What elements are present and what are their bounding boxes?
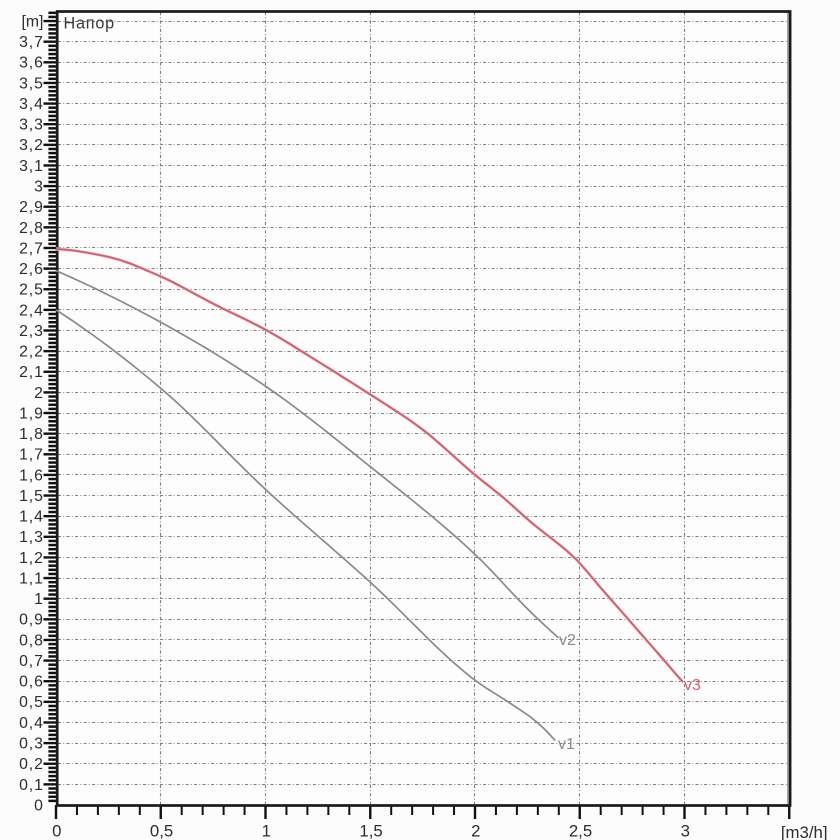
svg-text:1,2: 1,2	[19, 550, 44, 567]
svg-text:3,5: 3,5	[19, 75, 44, 92]
svg-text:3,4: 3,4	[19, 96, 44, 113]
svg-text:3,7: 3,7	[19, 34, 44, 51]
svg-text:0,4: 0,4	[19, 715, 44, 732]
svg-text:2: 2	[34, 385, 44, 402]
svg-text:2: 2	[471, 821, 480, 840]
svg-text:2,5: 2,5	[19, 282, 44, 299]
svg-text:3,1: 3,1	[19, 158, 44, 175]
svg-text:1,8: 1,8	[19, 426, 44, 443]
svg-text:0,5: 0,5	[150, 821, 173, 840]
svg-text:0,6: 0,6	[19, 674, 44, 691]
svg-text:0,5: 0,5	[19, 694, 44, 711]
svg-text:1: 1	[262, 821, 271, 840]
svg-text:v2: v2	[559, 632, 576, 649]
svg-text:1,9: 1,9	[19, 405, 44, 422]
svg-text:[m]: [m]	[21, 14, 43, 31]
svg-text:v1: v1	[558, 736, 575, 753]
svg-text:1,5: 1,5	[19, 488, 44, 505]
svg-text:1: 1	[34, 591, 44, 608]
svg-text:0,3: 0,3	[19, 736, 44, 753]
svg-text:2,2: 2,2	[19, 344, 44, 361]
svg-text:3,6: 3,6	[19, 55, 44, 72]
svg-text:0,9: 0,9	[19, 612, 44, 629]
svg-text:1,1: 1,1	[19, 571, 44, 588]
svg-text:[m3/h]: [m3/h]	[781, 823, 828, 840]
svg-text:2,4: 2,4	[19, 302, 44, 319]
svg-text:2,6: 2,6	[19, 261, 44, 278]
svg-text:v3: v3	[684, 677, 701, 694]
svg-text:2,9: 2,9	[19, 199, 44, 216]
svg-text:0,2: 0,2	[19, 756, 44, 773]
svg-text:3,3: 3,3	[19, 117, 44, 134]
svg-text:0: 0	[34, 797, 44, 814]
svg-text:1,7: 1,7	[19, 447, 44, 464]
svg-text:3,2: 3,2	[19, 137, 44, 154]
svg-text:2,7: 2,7	[19, 240, 44, 257]
svg-text:3: 3	[34, 179, 44, 196]
svg-text:1,4: 1,4	[19, 509, 44, 526]
svg-text:1,6: 1,6	[19, 467, 44, 484]
svg-text:2,1: 2,1	[19, 364, 44, 381]
svg-text:1,3: 1,3	[19, 529, 44, 546]
svg-text:0,7: 0,7	[19, 653, 44, 670]
svg-text:0: 0	[52, 821, 61, 840]
svg-text:3: 3	[681, 821, 690, 840]
svg-text:2,8: 2,8	[19, 220, 44, 237]
svg-text:2,3: 2,3	[19, 323, 44, 340]
svg-text:0,1: 0,1	[19, 777, 44, 794]
svg-text:0,8: 0,8	[19, 632, 44, 649]
svg-text:1,5: 1,5	[359, 821, 382, 840]
svg-text:2,5: 2,5	[569, 821, 592, 840]
svg-text:Напор: Напор	[64, 15, 115, 33]
